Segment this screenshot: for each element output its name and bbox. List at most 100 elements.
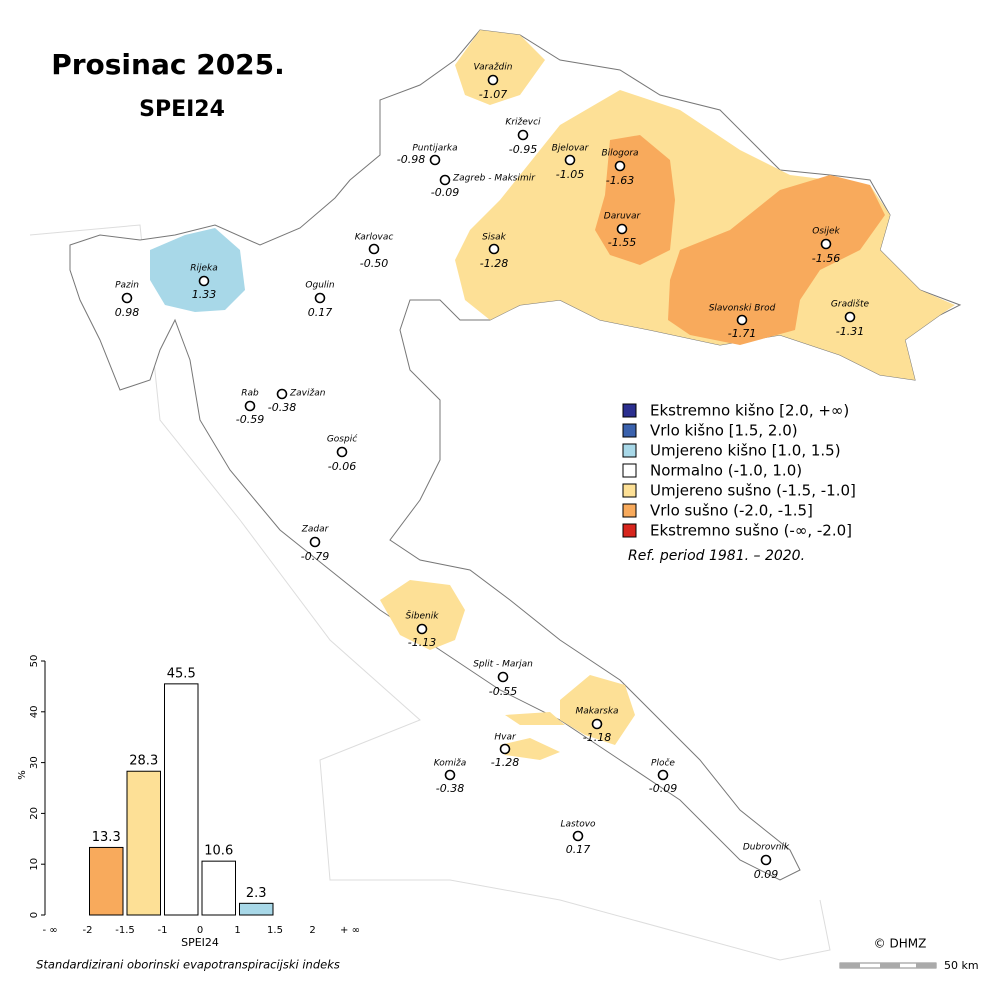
station-marker [614, 160, 626, 172]
station-name: Rijeka [190, 264, 218, 274]
station-value: -1.56 [812, 252, 840, 265]
legend-label: Umjereno sušno (-1.5, -1.0] [650, 482, 856, 500]
station-value: 0.17 [566, 843, 591, 856]
legend-label: Vrlo sušno (-2.0, -1.5] [650, 502, 813, 520]
y-axis-label: % [17, 770, 28, 780]
station-value: -0.38 [268, 401, 296, 414]
station-value: 0.17 [308, 306, 333, 319]
region-moderately-dry-south [380, 580, 635, 760]
station-name: Gradište [831, 299, 870, 310]
station-value: -1.28 [480, 257, 508, 270]
bar [201, 860, 236, 916]
station-marker [564, 154, 576, 166]
station-marker [314, 292, 326, 304]
station-name: Zavižan [289, 389, 326, 399]
station-name: Daruvar [604, 212, 642, 222]
ref-period: Ref. period 1981. – 2020. [628, 548, 805, 564]
station-name: Bilogora [601, 149, 638, 159]
station-value: -1.63 [606, 174, 634, 187]
legend-label: Normalno (-1.0, 1.0) [650, 462, 802, 480]
bar [89, 846, 124, 916]
y-tick-label: 10 [29, 858, 40, 871]
station-name: Pazin [115, 281, 139, 291]
station-marker [820, 238, 832, 250]
station-marker [760, 854, 772, 866]
legend-swatch [622, 483, 637, 498]
station-name: Varaždin [474, 63, 513, 73]
station-value: -1.55 [608, 236, 636, 249]
station-marker [657, 769, 669, 781]
station-value: -0.59 [236, 413, 264, 426]
legend-label: Vrlo kišno [1.5, 2.0) [650, 422, 798, 440]
station-value: -1.07 [479, 88, 507, 101]
station-value: -1.18 [583, 731, 611, 744]
legend-swatch [622, 443, 637, 458]
scale-bar [839, 962, 937, 969]
credit: © DHMZ [874, 937, 927, 951]
station-name: Gospić [327, 434, 358, 445]
x-tick-label: + ∞ [340, 925, 360, 936]
map-title: Prosinac 2025. [51, 48, 285, 81]
station-name: Komiža [434, 759, 467, 769]
station-name: Makarska [575, 707, 618, 717]
legend: Ekstremno kišno [2.0, +∞) Vrlo kišno [1.5… [622, 402, 856, 540]
bar-value-label: 13.3 [92, 830, 121, 845]
legend-swatch [622, 523, 637, 538]
station-name: Križevci [505, 118, 541, 128]
station-value: -0.98 [397, 153, 425, 166]
station-name: Lastovo [560, 820, 596, 830]
station-name: Osijek [812, 227, 840, 237]
bar-value-label: 2.3 [246, 886, 267, 901]
bar-value-label: 10.6 [204, 844, 233, 859]
station-marker [444, 769, 456, 781]
station-value: -0.50 [360, 257, 388, 270]
station-value: -0.55 [489, 685, 517, 698]
station-marker [517, 129, 529, 141]
station-value: -0.09 [431, 186, 459, 199]
x-tick-label: -1 [158, 925, 168, 936]
station-marker [439, 174, 451, 186]
station-value: -1.31 [836, 325, 864, 338]
station-name: Hvar [494, 733, 517, 743]
y-tick-label: 0 [29, 912, 40, 918]
region-moderately-wet [150, 228, 245, 312]
x-tick-label: - ∞ [42, 925, 57, 936]
station-marker [276, 388, 288, 400]
station-marker [429, 154, 441, 166]
legend-swatch [622, 403, 637, 418]
chart-subtitle: Standardizirani oborinski evapotranspira… [36, 958, 340, 972]
histogram: 0 10 20 30 40 50% - ∞ -2 -1.5 -1 0 1 1.5 2 + ∞ SPEI24 St… [17, 655, 360, 972]
y-tick-label: 30 [29, 756, 40, 769]
x-tick-label: -2 [83, 925, 93, 936]
station-marker [368, 243, 380, 255]
x-tick-label: 2 [309, 925, 315, 936]
bar [126, 770, 161, 916]
station-value: -1.28 [491, 756, 519, 769]
map [29, 29, 962, 961]
station-marker [309, 536, 321, 548]
station-name: Split - Marjan [473, 660, 533, 670]
station-marker [198, 275, 210, 287]
scale-label: 50 km [944, 959, 979, 972]
station-value: 1.33 [192, 288, 217, 301]
legend-swatch [622, 503, 637, 518]
legend-swatch [622, 463, 637, 478]
x-axis-label: SPEI24 [181, 936, 219, 949]
station-marker [487, 74, 499, 86]
station-marker [499, 743, 511, 755]
station-marker [616, 223, 628, 235]
station-name: Šibenik [406, 610, 440, 622]
station-value: -1.05 [556, 168, 584, 181]
x-tick-label: 0 [197, 925, 203, 936]
bar [164, 683, 199, 916]
station-name: Sisak [482, 233, 506, 243]
station-name: Dubrovnik [743, 843, 790, 853]
y-tick-label: 20 [29, 807, 40, 820]
region-very-dry [595, 135, 885, 345]
sea-boundary [29, 224, 831, 961]
station-value: -0.06 [328, 460, 356, 473]
stations: Varaždin -1.07 Križevci -0.95 Puntijarka-0.9… [115, 63, 870, 882]
station-value: 0.09 [754, 868, 779, 881]
station-marker [591, 718, 603, 730]
